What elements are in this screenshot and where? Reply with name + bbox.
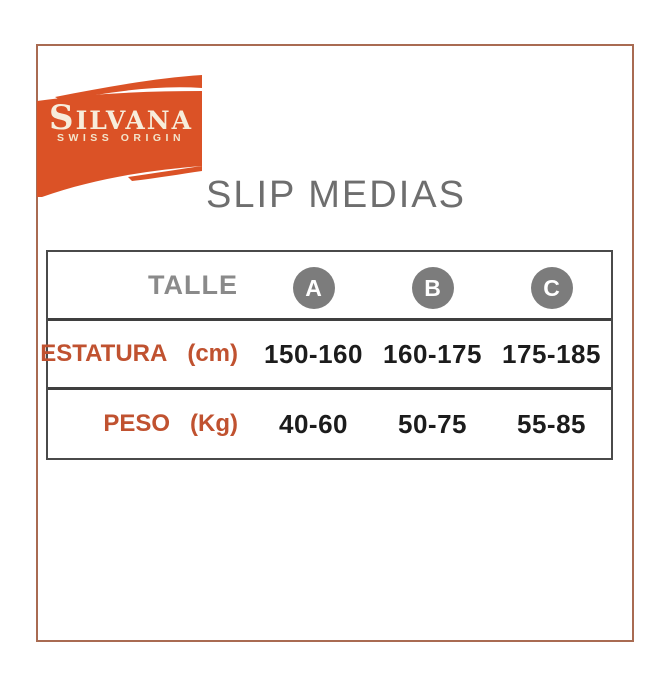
peso-value-c: 55-85 [517, 408, 586, 439]
brand-name: SILVANA [49, 98, 193, 138]
size-header-label: TALLE [148, 269, 238, 300]
size-column-c: C [492, 261, 611, 309]
brand-tagline: SWISS ORIGIN [56, 132, 186, 144]
estatura-value-a: 150-160 [264, 338, 363, 369]
table-header-row: TALLE A B C [48, 252, 611, 318]
estatura-value-c: 175-185 [502, 338, 601, 369]
ribbon-accent-top [55, 75, 202, 101]
table-row-peso: PESO (Kg) 40-60 50-75 55-85 [48, 387, 611, 458]
size-column-a: A [254, 261, 373, 309]
size-column-b: B [373, 261, 492, 309]
peso-value-b: 50-75 [398, 408, 467, 439]
size-table: TALLE A B C ESTATURA (cm) 150-160 160-17… [40, 250, 613, 460]
size-badge-b: B [411, 267, 454, 309]
row-label-cell: PESO (Kg) [48, 410, 254, 438]
ribbon-accent-bottom [128, 166, 202, 181]
logo-ribbon-graphic [37, 75, 202, 197]
row-label-cell: ESTATURA (cm) [40, 340, 254, 368]
page-title: SLIP MEDIAS [206, 174, 466, 216]
row-unit: (cm) [187, 340, 238, 367]
table-row-estatura: ESTATURA (cm) 150-160 160-175 175-185 [40, 318, 611, 387]
row-label: PESO [103, 410, 171, 437]
ribbon-main-shape [37, 91, 202, 197]
size-badge-c: C [530, 267, 573, 309]
silvana-logo: SILVANA SWISS ORIGIN [36, 74, 206, 202]
row-unit: (Kg) [190, 410, 238, 437]
peso-value-a: 40-60 [279, 408, 348, 439]
row-label: ESTATURA [40, 340, 168, 367]
size-badge-a: A [292, 267, 335, 309]
estatura-value-b: 160-175 [383, 338, 482, 369]
